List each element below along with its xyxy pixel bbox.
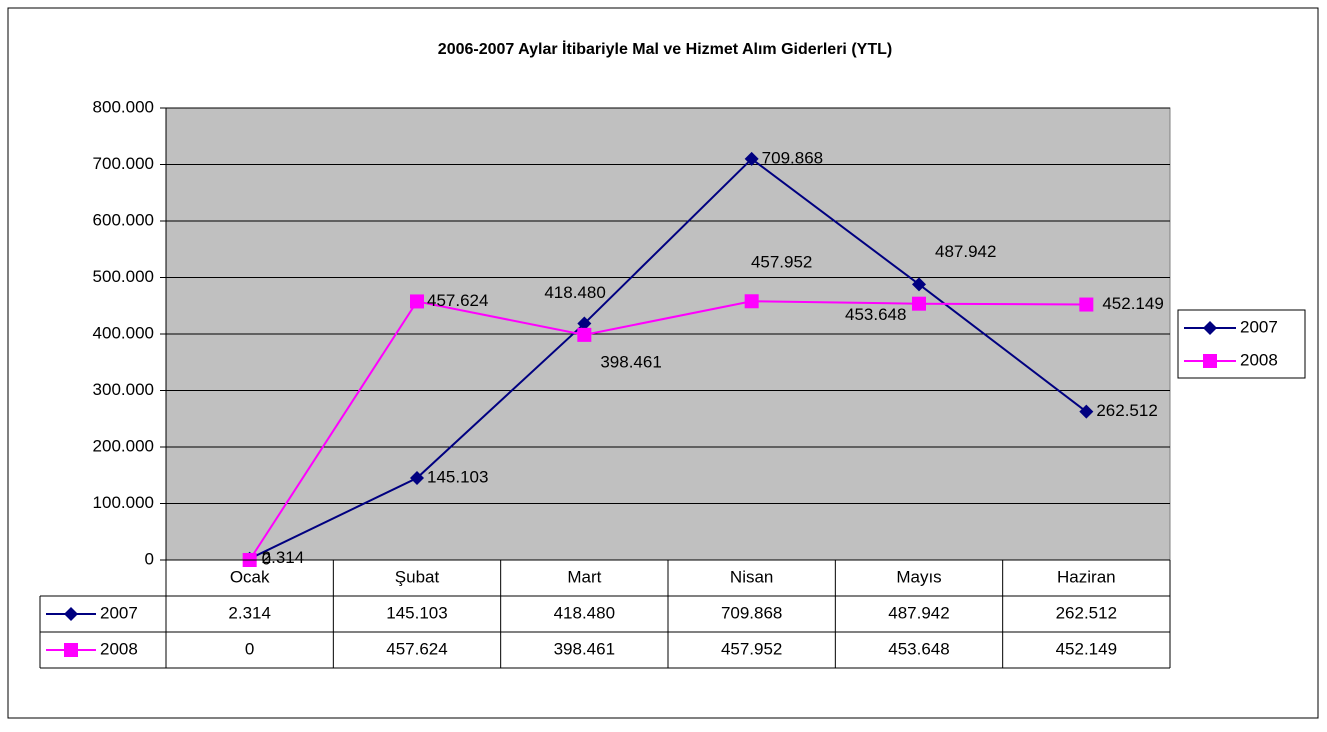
point <box>744 294 759 309</box>
table-row-label: 2007 <box>100 603 138 622</box>
data-label: 418.480 <box>544 283 605 302</box>
legend <box>1177 309 1306 379</box>
point <box>1079 297 1094 312</box>
table-cell: 418.480 <box>554 603 615 622</box>
data-label: 398.461 <box>600 352 661 371</box>
data-label: 709.868 <box>762 148 823 167</box>
data-label: 452.149 <box>1102 294 1163 313</box>
point <box>744 151 759 166</box>
legend-marker <box>1203 321 1217 335</box>
data-label: 457.624 <box>427 291 488 310</box>
y-tick-label: 500.000 <box>93 267 154 286</box>
legend-marker <box>1203 354 1217 368</box>
table-key-marker <box>64 643 78 657</box>
table-cell: 487.942 <box>888 603 949 622</box>
table-cell: 457.952 <box>721 639 782 658</box>
y-tick-label: 0 <box>145 549 154 568</box>
data-label: 487.942 <box>935 242 996 261</box>
y-tick-label: 100.000 <box>93 493 154 512</box>
table-key-marker <box>64 607 78 621</box>
y-tick-label: 300.000 <box>93 380 154 399</box>
x-tick-label: Mayıs <box>896 567 941 586</box>
table-cell: 0 <box>245 639 254 658</box>
chart-title: 2006-2007 Aylar İtibariyle Mal ve Hizmet… <box>438 40 892 58</box>
table-cell: 457.624 <box>386 639 447 658</box>
point <box>912 277 926 292</box>
point <box>410 294 424 309</box>
x-tick-label: Haziran <box>1057 567 1116 586</box>
point <box>912 296 926 311</box>
legend-label: 2007 <box>1240 317 1278 336</box>
data-label: 453.648 <box>845 305 906 324</box>
point <box>577 316 592 331</box>
y-tick-label: 200.000 <box>93 436 154 455</box>
legend-label: 2008 <box>1240 350 1278 369</box>
table-cell: 452.149 <box>1056 639 1117 658</box>
table-cell: 2.314 <box>228 603 271 622</box>
y-tick-label: 400.000 <box>93 323 154 342</box>
x-tick-label: Nisan <box>730 567 773 586</box>
table-cell: 398.461 <box>554 639 615 658</box>
table-cell: 709.868 <box>721 603 782 622</box>
table-cell: 262.512 <box>1056 603 1117 622</box>
table-cell: 145.103 <box>386 603 447 622</box>
x-tick-label: Ocak <box>230 567 270 586</box>
point <box>410 471 424 486</box>
table-cell: 453.648 <box>888 639 949 658</box>
y-tick-label: 600.000 <box>93 210 154 229</box>
table-row-label: 2008 <box>100 639 138 658</box>
series-line <box>249 157 1087 560</box>
x-tick-label: Mart <box>567 567 601 586</box>
series-line <box>248 300 1087 561</box>
data-label: 2.314 <box>262 548 305 567</box>
data-label: 262.512 <box>1096 401 1157 420</box>
data-label: 145.103 <box>427 468 488 487</box>
point <box>577 327 592 342</box>
y-tick-label: 800.000 <box>93 97 154 116</box>
data-label: 457.952 <box>751 253 812 272</box>
data-label: 0 <box>262 549 271 568</box>
point <box>1079 404 1094 419</box>
y-tick-label: 700.000 <box>93 154 154 173</box>
x-tick-label: Şubat <box>395 567 440 586</box>
